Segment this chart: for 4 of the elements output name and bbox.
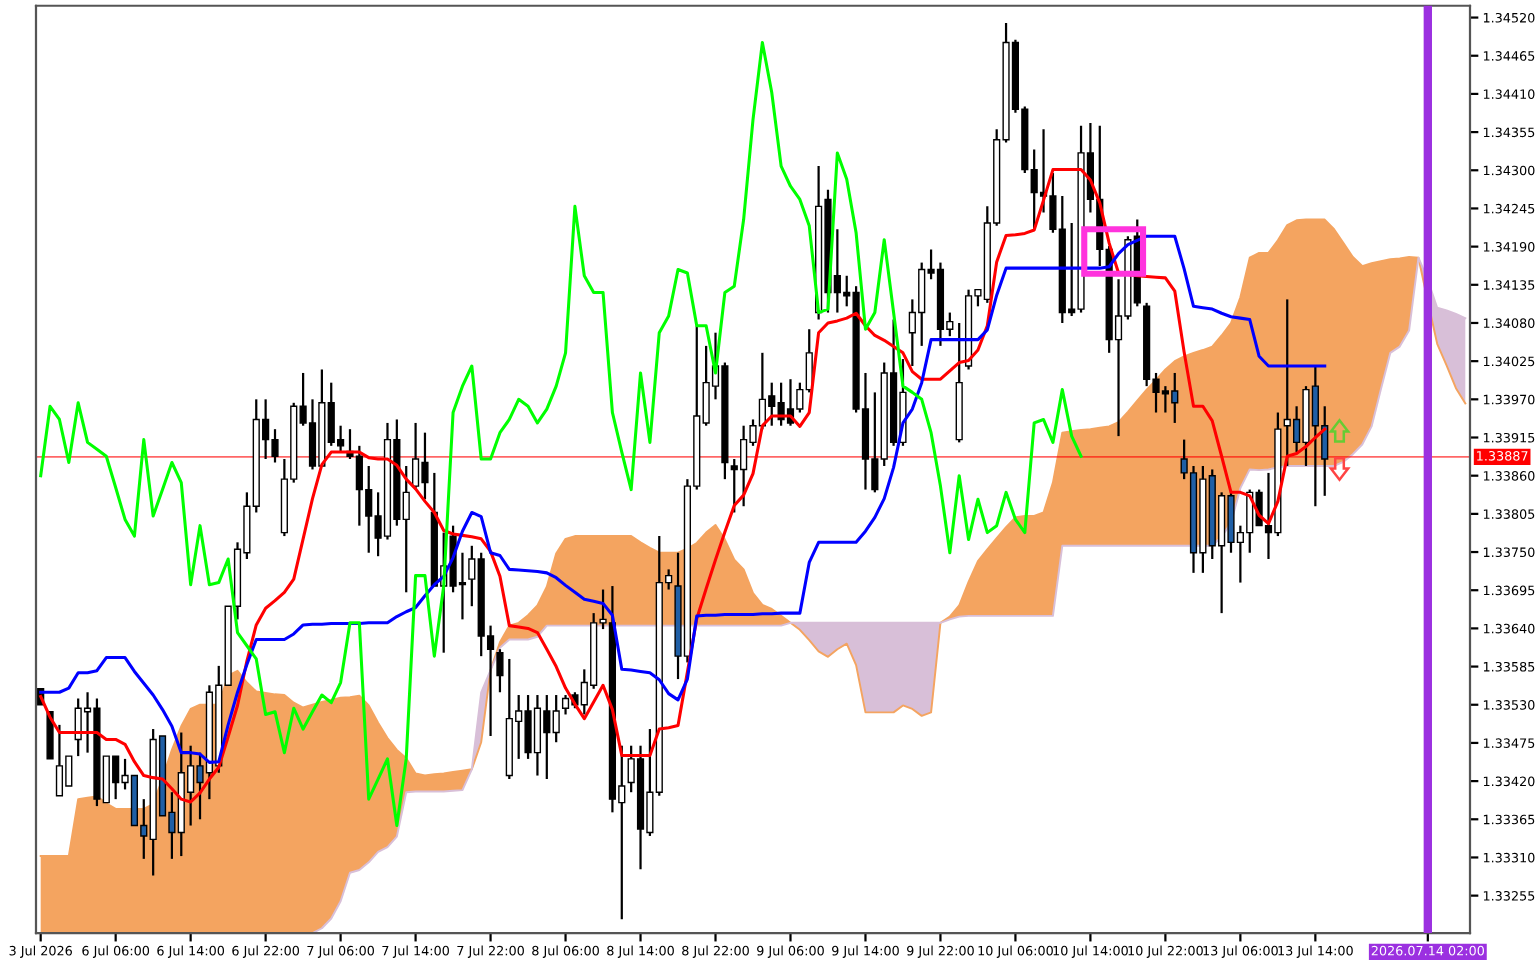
line-series [39,41,1083,828]
candlestick [308,398,317,471]
candlestick [55,723,64,797]
candlestick [496,648,504,694]
